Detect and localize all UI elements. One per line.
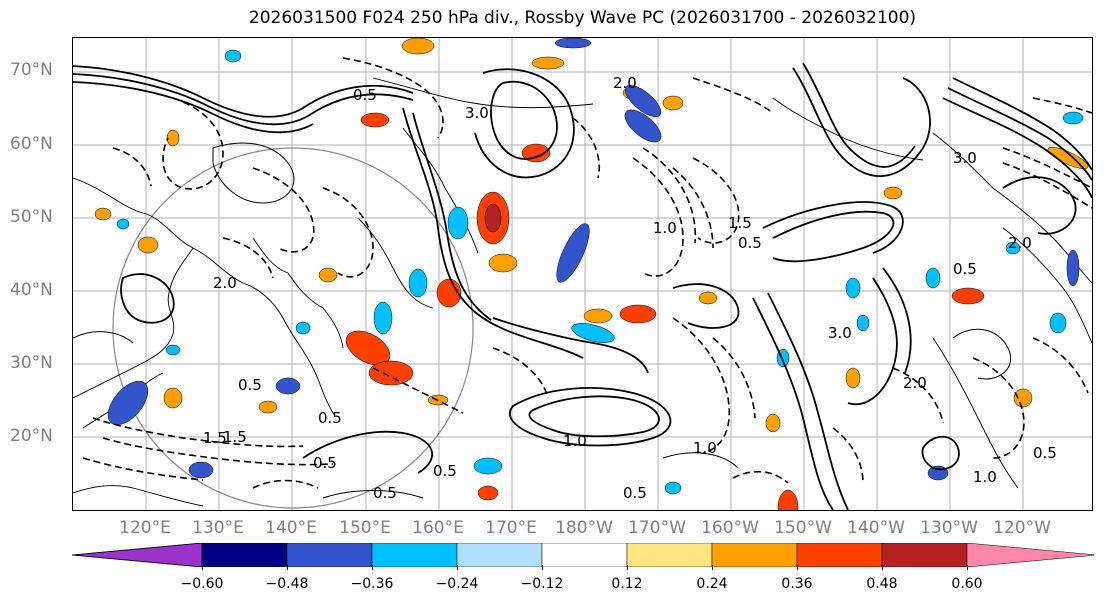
contour-label: 1.5 <box>203 429 227 447</box>
lon-label-140e: 140°E <box>265 518 317 538</box>
lon-label-150e: 150°E <box>339 518 391 538</box>
colorbar-segment <box>626 543 713 567</box>
lat-label-60n: 60°N <box>10 134 53 154</box>
lon-label-170w: 170°W <box>628 518 686 538</box>
contour-label: 1.0 <box>653 219 677 237</box>
colorbar-segment <box>201 543 288 567</box>
colorbar-segment <box>796 543 883 567</box>
contour-label: 2.0 <box>213 274 237 292</box>
colorbar-segment <box>711 543 798 567</box>
lon-label-170e: 170°E <box>485 518 537 538</box>
contour-label: 0.5 <box>353 86 377 104</box>
colorbar-segment <box>541 543 628 567</box>
colorbar-segment <box>966 543 1094 567</box>
contour-label: 0.5 <box>1033 444 1057 462</box>
colorbar-tickmark <box>882 565 883 570</box>
colorbar-tick-label: 0.36 <box>781 576 813 592</box>
colorbar-tick-label: −0.36 <box>350 576 394 592</box>
map-title: 2026031500 F024 250 hPa div., Rossby Wav… <box>248 8 917 28</box>
colorbar-tickmark <box>797 565 798 570</box>
analysis-circle <box>112 147 474 509</box>
lon-label-120e: 120°E <box>119 518 171 538</box>
divergence-fill <box>94 38 1089 510</box>
contour-label: 0.5 <box>953 260 977 278</box>
negative-contours <box>82 57 1092 489</box>
lat-label-70n: 70°N <box>10 60 53 80</box>
lon-label-160w: 160°W <box>701 518 759 538</box>
lat-label-50n: 50°N <box>10 207 53 227</box>
colorbar-tick-label: 0.24 <box>696 576 728 592</box>
contour-label: 1.0 <box>563 432 587 450</box>
lat-label-30n: 30°N <box>10 353 53 373</box>
colorbar-segment <box>286 543 373 567</box>
contour-label: 2.0 <box>1008 234 1032 252</box>
colorbar-tick-label: −0.48 <box>265 576 309 592</box>
positive-contours <box>73 62 1092 510</box>
contour-label: 3.0 <box>465 104 489 122</box>
contour-label: 3.0 <box>953 149 977 167</box>
lat-label-20n: 20°N <box>10 426 53 446</box>
contour-label: 1.5 <box>728 214 752 232</box>
lon-label-130e: 130°E <box>192 518 244 538</box>
contour-label: 3.0 <box>828 324 852 342</box>
colorbar-tick-label: 0.48 <box>866 576 898 592</box>
contour-labels: 3.0 0.5 3.0 2.0 1.5 0.5 1.0 0.5 1.5 1.0 … <box>203 74 1057 502</box>
gridlines <box>73 38 1092 510</box>
colorbar-tick-label: −0.12 <box>520 576 564 592</box>
colorbar-segment <box>72 543 203 567</box>
map-plot: 3.0 0.5 3.0 2.0 1.5 0.5 1.0 0.5 1.5 1.0 … <box>73 38 1092 510</box>
colorbar-tickmark <box>712 565 713 570</box>
colorbar-tickmark <box>457 565 458 570</box>
lon-label-150w: 150°W <box>774 518 832 538</box>
colorbar <box>72 543 1094 567</box>
lon-label-160e: 160°E <box>412 518 464 538</box>
lon-label-120w: 120°W <box>993 518 1051 538</box>
colorbar-segment <box>371 543 458 567</box>
colorbar-segment <box>881 543 968 567</box>
contour-label: 0.5 <box>623 484 647 502</box>
map-panel: 3.0 0.5 3.0 2.0 1.5 0.5 1.0 0.5 1.5 1.0 … <box>72 37 1093 511</box>
contour-label: 0.5 <box>433 462 457 480</box>
contour-label: 0.5 <box>373 484 397 502</box>
colorbar-tickmark <box>372 565 373 570</box>
lon-label-180w: 180°W <box>555 518 613 538</box>
colorbar-tickmark <box>202 565 203 570</box>
colorbar-tickmark <box>627 565 628 570</box>
colorbar-tickmark <box>287 565 288 570</box>
contour-label: 1.5 <box>223 428 247 446</box>
contour-label: 0.5 <box>313 454 337 472</box>
lon-label-130w: 130°W <box>920 518 978 538</box>
colorbar-tick-label: −0.60 <box>180 576 224 592</box>
contour-label: 0.5 <box>738 234 762 252</box>
colorbar-segment <box>456 543 543 567</box>
contour-label: 0.5 <box>318 409 342 427</box>
lat-label-40n: 40°N <box>10 280 53 300</box>
colorbar-tick-label: 0.60 <box>951 576 983 592</box>
thin-contours <box>73 142 1012 499</box>
contour-label: 2.0 <box>903 374 927 392</box>
colorbar-tickmark <box>967 565 968 570</box>
colorbar-tickmark <box>542 565 543 570</box>
lon-label-140w: 140°W <box>847 518 905 538</box>
colorbar-tick-label: 0.12 <box>611 576 643 592</box>
contour-label: 2.0 <box>613 74 637 92</box>
contour-label: 0.5 <box>238 376 262 394</box>
contour-label: 1.0 <box>693 439 717 457</box>
colorbar-tick-label: −0.24 <box>435 576 479 592</box>
contour-label: 1.0 <box>973 468 997 486</box>
